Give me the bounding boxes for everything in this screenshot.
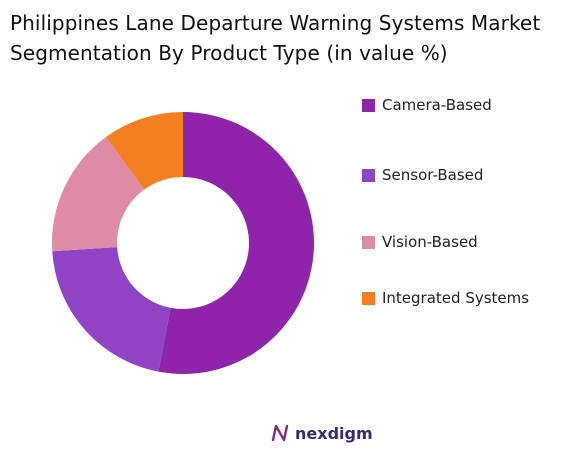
legend-item: Vision-Based (362, 231, 478, 253)
legend-label: Vision-Based (382, 233, 478, 251)
legend-label: Integrated Systems (382, 289, 530, 307)
nexdigm-logo-icon (271, 424, 289, 442)
legend-item: Camera-Based (362, 94, 492, 116)
brand-logo: nexdigm (270, 421, 373, 445)
donut-slice-sensor-based (52, 247, 171, 372)
legend-item: Sensor-Based (362, 164, 483, 186)
legend-swatch (362, 168, 375, 182)
donut-slice-camera-based (158, 112, 315, 374)
donut-slice-integrated-systems (106, 112, 183, 190)
legend-label: Camera-Based (382, 96, 492, 114)
brand-name: nexdigm (295, 423, 373, 443)
legend-swatch (362, 235, 375, 249)
legend-label: Sensor-Based (382, 166, 484, 184)
chart-title: Philippines Lane Departure Warning Syste… (10, 11, 541, 65)
legend-swatch (362, 98, 375, 112)
donut-slice-vision-based (52, 137, 145, 252)
legend-item: Integrated Systems (362, 287, 529, 309)
legend-swatch (362, 291, 375, 305)
